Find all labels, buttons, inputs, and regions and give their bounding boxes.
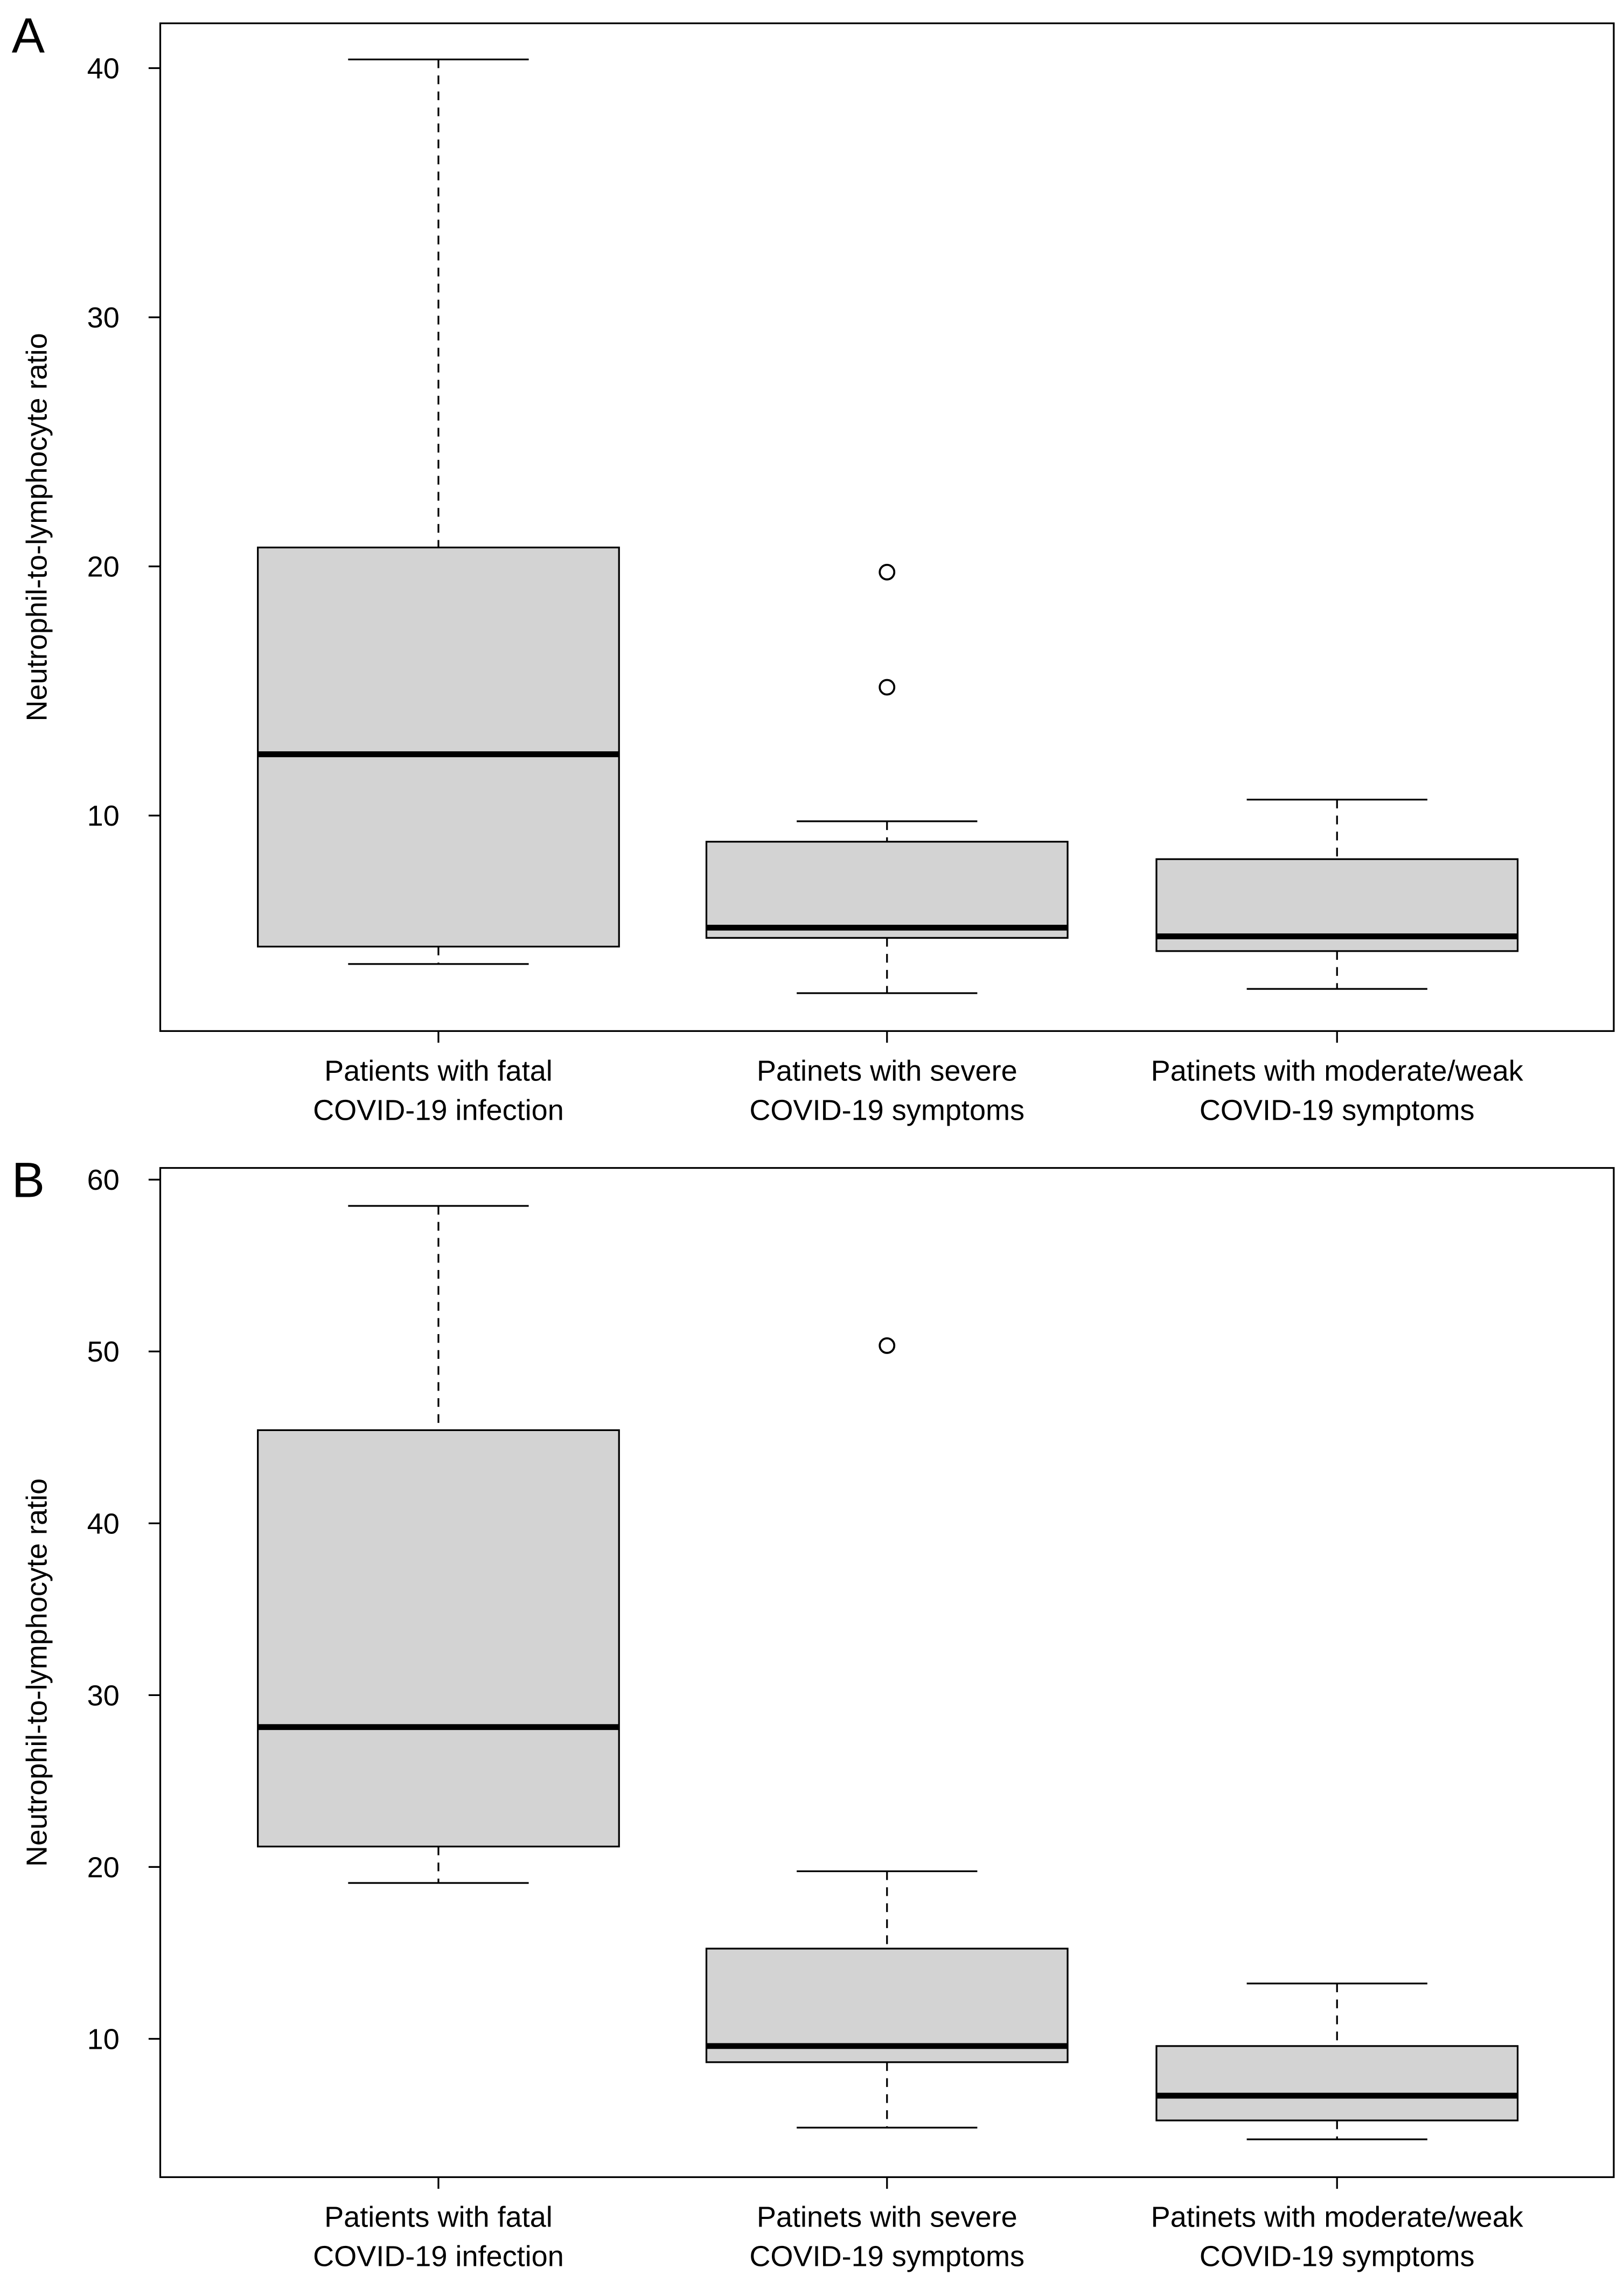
- outlier: [879, 679, 896, 696]
- y-axis-label: Neutrophil-to-lymphocyte ratio: [21, 333, 53, 721]
- outlier: [879, 1337, 896, 1354]
- box: [257, 546, 620, 948]
- outlier: [879, 563, 896, 581]
- panel-label: B: [12, 1153, 45, 1208]
- y-tick-label: 20: [87, 551, 120, 583]
- y-tick-label: 50: [87, 1336, 120, 1368]
- box: [705, 841, 1069, 939]
- y-tick-label: 30: [87, 1679, 120, 1712]
- x-tick-label: Patients with fatal COVID-19 infection: [313, 1055, 564, 1126]
- box: [1155, 2045, 1519, 2122]
- y-axis-label: Neutrophil-to-lymphocyte ratio: [21, 1478, 53, 1867]
- y-tick-label: 60: [87, 1164, 120, 1196]
- x-tick-label: Patients with fatal COVID-19 infection: [313, 2201, 564, 2272]
- panel-label: A: [12, 8, 45, 63]
- y-tick-label: 40: [87, 1508, 120, 1540]
- y-tick-label: 10: [87, 800, 120, 832]
- box: [257, 1429, 620, 1848]
- y-tick-label: 10: [87, 2023, 120, 2055]
- y-tick-label: 30: [87, 302, 120, 334]
- x-tick-label: Patinets with moderate/weak COVID-19 symp…: [1151, 2201, 1524, 2272]
- x-tick-label: Patinets with severe COVID-19 symptoms: [749, 1055, 1024, 1126]
- y-tick-label: 20: [87, 1851, 120, 1883]
- x-tick-label: Patinets with severe COVID-19 symptoms: [749, 2201, 1024, 2272]
- x-tick-label: Patinets with moderate/weak COVID-19 symp…: [1151, 1055, 1524, 1126]
- y-tick-label: 40: [87, 52, 120, 85]
